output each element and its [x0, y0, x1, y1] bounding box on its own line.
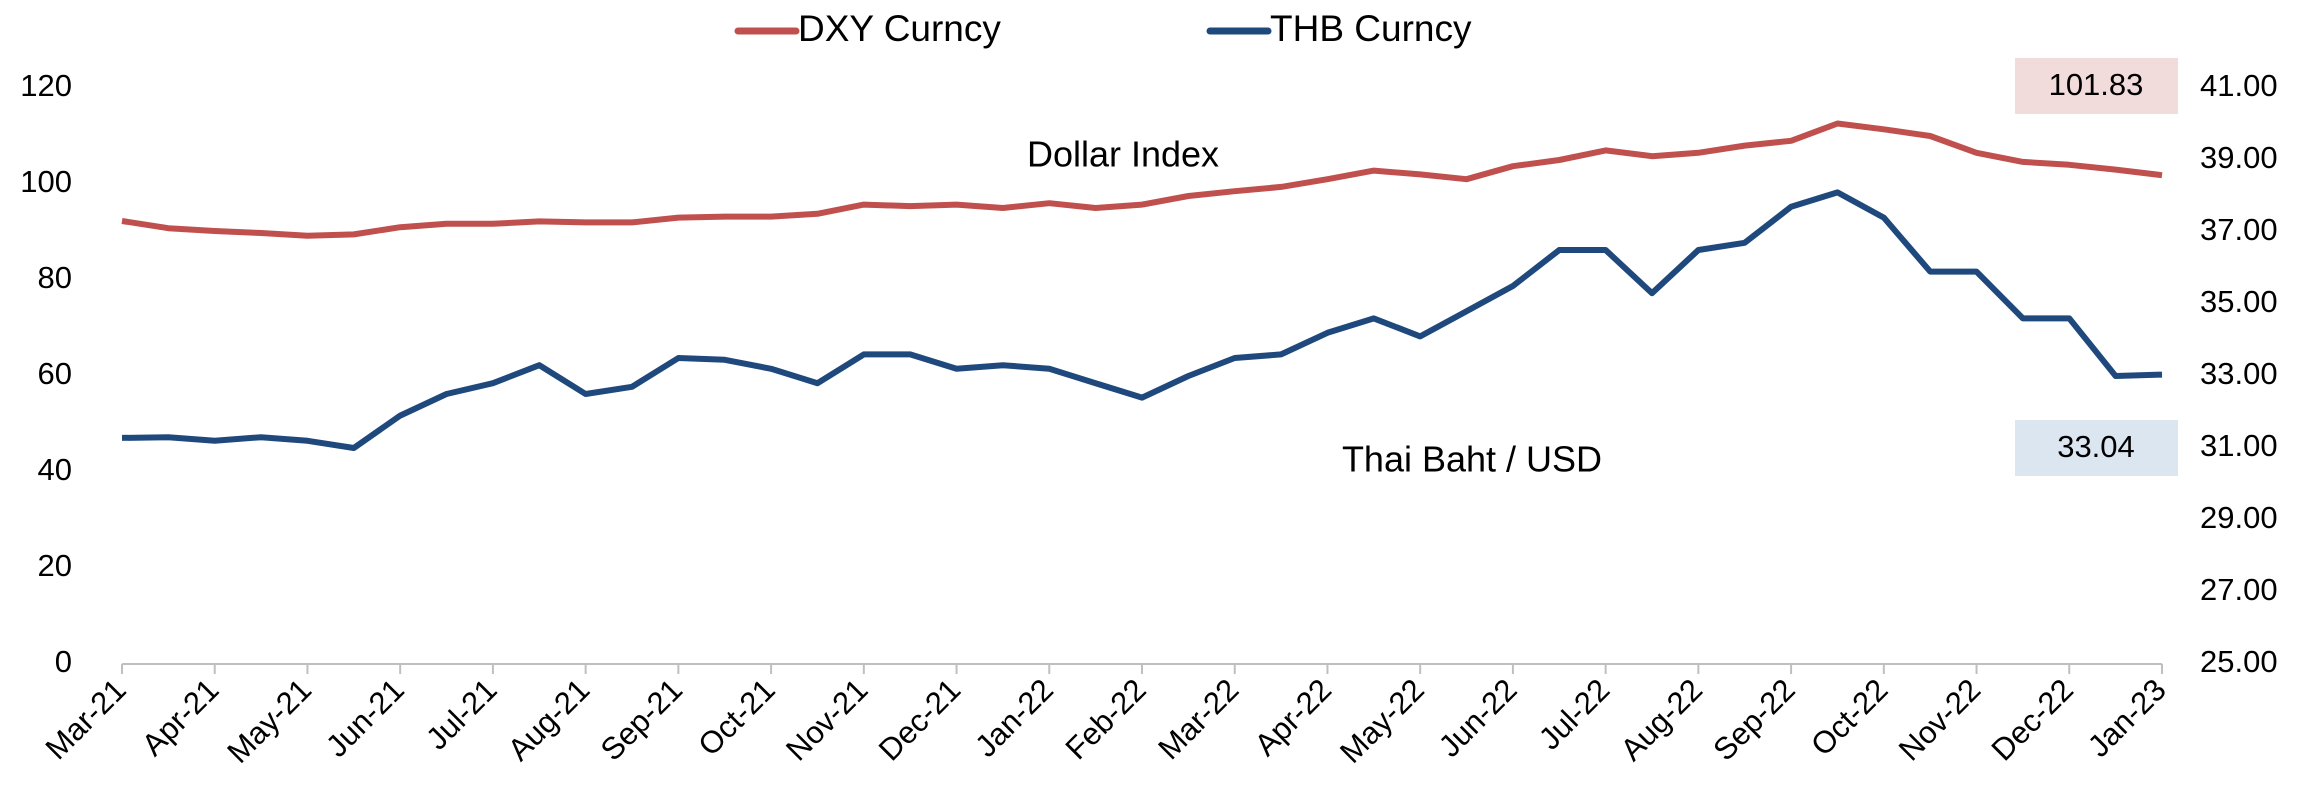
value-label: 33.04 [2057, 429, 2135, 464]
x-tick-label: Jan-22 [968, 672, 1060, 764]
x-tick-label: Apr-21 [135, 672, 226, 763]
y-tick-label: 100 [20, 164, 72, 199]
x-tick-label: Dec-22 [1985, 672, 2080, 767]
annotation: Thai Baht / USD [1342, 439, 1602, 480]
y2-tick-label: 39.00 [2200, 140, 2278, 175]
x-tick-label: Apr-22 [1248, 672, 1339, 763]
y-tick-label: 120 [20, 68, 72, 103]
x-tick-label: Oct-21 [691, 672, 782, 763]
series-line [121, 120, 2163, 239]
x-tick-label: Oct-22 [1804, 672, 1895, 763]
y2-tick-label: 37.00 [2200, 212, 2278, 247]
y-tick-label: 80 [38, 260, 72, 295]
y2-tick-label: 25.00 [2200, 644, 2278, 679]
x-tick-label: Nov-21 [779, 672, 874, 767]
legend-label: THB Curncy [1270, 8, 1472, 49]
x-tick-label: Jul-21 [419, 672, 503, 756]
value-label-box [2015, 58, 2178, 114]
y2-tick-label: 27.00 [2200, 572, 2278, 607]
y-tick-label: 60 [38, 356, 72, 391]
y-tick-label: 20 [38, 548, 72, 583]
x-tick-label: Feb-22 [1059, 672, 1153, 766]
annotation: Dollar Index [1027, 134, 1219, 175]
x-tick-label: Dec-21 [872, 672, 967, 767]
value-label-box [2015, 420, 2178, 476]
legend-label: DXY Curncy [798, 8, 1001, 49]
y-tick-label: 40 [38, 452, 72, 487]
y2-tick-label: 33.00 [2200, 356, 2278, 391]
x-tick-label: Mar-21 [39, 672, 133, 766]
y-tick-label: 0 [55, 644, 72, 679]
x-tick-label: Jul-22 [1532, 672, 1616, 756]
x-tick-label: May-22 [1333, 672, 1431, 770]
y2-tick-label: 41.00 [2200, 68, 2278, 103]
x-tick-label: Jan-23 [2081, 672, 2173, 764]
x-tick-label: Aug-22 [1614, 672, 1709, 767]
series-line [121, 189, 2163, 451]
y2-tick-label: 29.00 [2200, 500, 2278, 535]
x-tick-label: Aug-21 [501, 672, 596, 767]
x-tick-label: May-21 [220, 672, 318, 770]
x-tick-label: Jun-21 [319, 672, 411, 764]
x-tick-label: Nov-22 [1892, 672, 1987, 767]
x-tick-label: Sep-21 [594, 672, 689, 767]
x-tick-label: Mar-22 [1151, 672, 1245, 766]
x-tick-label: Jun-22 [1432, 672, 1524, 764]
y2-tick-label: 31.00 [2200, 428, 2278, 463]
y2-tick-label: 35.00 [2200, 284, 2278, 319]
value-label: 101.83 [2049, 67, 2144, 102]
x-tick-label: Sep-22 [1706, 672, 1801, 767]
